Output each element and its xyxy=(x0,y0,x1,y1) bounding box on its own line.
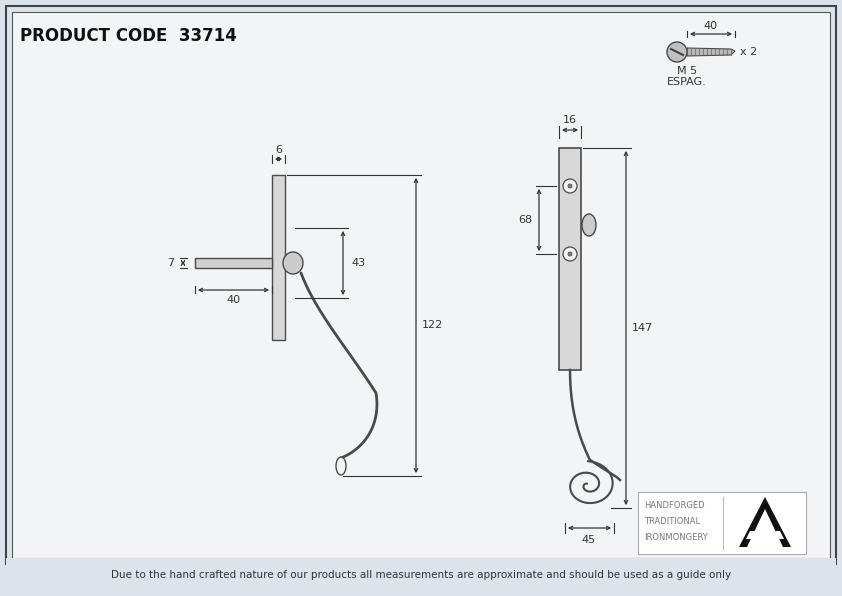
Text: IRONMONGERY: IRONMONGERY xyxy=(644,533,708,542)
Ellipse shape xyxy=(336,457,346,475)
Bar xyxy=(6,558,836,592)
Text: 7: 7 xyxy=(168,258,174,268)
Ellipse shape xyxy=(582,214,596,236)
Text: 122: 122 xyxy=(421,321,443,331)
Circle shape xyxy=(568,252,572,256)
Polygon shape xyxy=(739,497,791,547)
Circle shape xyxy=(563,247,577,261)
Text: 40: 40 xyxy=(704,21,718,31)
Text: 16: 16 xyxy=(563,115,577,125)
Ellipse shape xyxy=(283,252,303,274)
Bar xyxy=(272,175,285,340)
Text: M 5: M 5 xyxy=(677,66,697,76)
Bar xyxy=(638,492,806,554)
Text: 147: 147 xyxy=(632,323,653,333)
Bar xyxy=(559,148,581,370)
Text: 45: 45 xyxy=(581,535,595,545)
Circle shape xyxy=(568,184,572,188)
Text: TRADITIONAL: TRADITIONAL xyxy=(644,517,701,526)
Text: 40: 40 xyxy=(226,295,241,305)
Circle shape xyxy=(563,179,577,193)
Text: ESPAG.: ESPAG. xyxy=(667,77,707,87)
Polygon shape xyxy=(755,521,775,539)
Text: 68: 68 xyxy=(518,215,532,225)
Text: 6: 6 xyxy=(275,145,282,155)
Circle shape xyxy=(667,42,687,62)
Text: PRODUCT CODE  33714: PRODUCT CODE 33714 xyxy=(20,27,237,45)
Text: x 2: x 2 xyxy=(740,47,757,57)
Text: Due to the hand crafted nature of our products all measurements are approximate : Due to the hand crafted nature of our pr… xyxy=(111,570,731,580)
Text: 43: 43 xyxy=(352,258,366,268)
Bar xyxy=(195,258,272,268)
Polygon shape xyxy=(687,48,735,56)
Text: HANDFORGED: HANDFORGED xyxy=(644,501,705,511)
Polygon shape xyxy=(746,531,784,539)
